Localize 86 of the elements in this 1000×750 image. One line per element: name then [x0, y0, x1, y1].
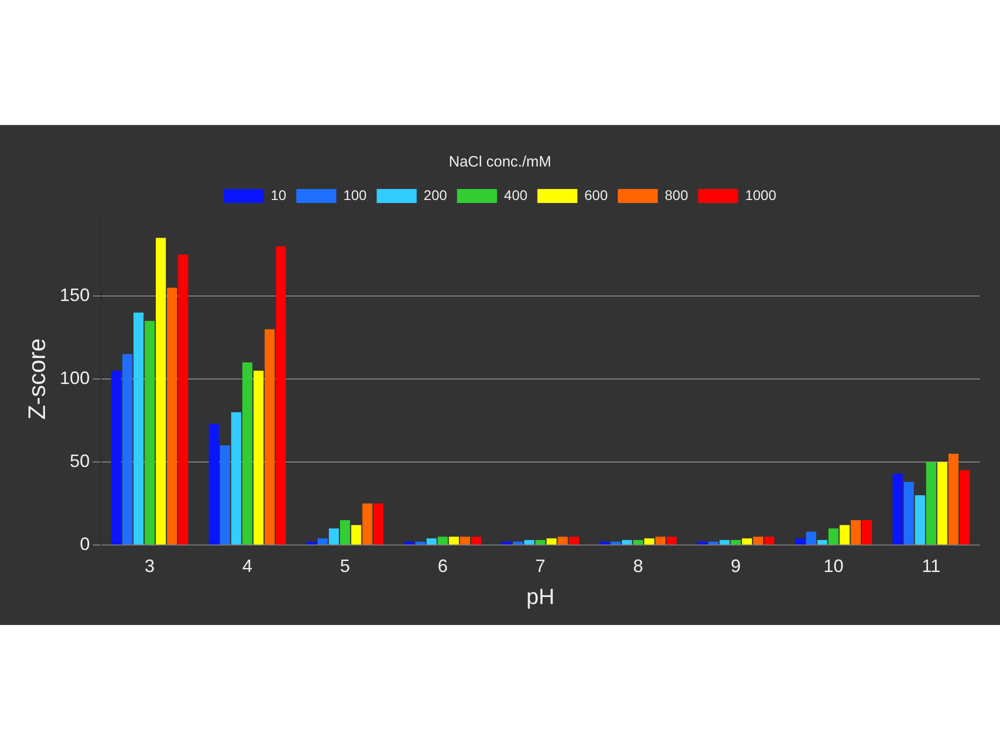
x-tick-label: 5 [340, 556, 350, 576]
legend-label: 400 [504, 186, 528, 203]
bar [764, 536, 774, 544]
x-tick-label: 4 [242, 556, 252, 576]
bar [122, 354, 132, 544]
bar [742, 538, 752, 544]
bar [862, 520, 872, 544]
bar [111, 370, 122, 544]
bar [610, 542, 621, 544]
bar [328, 528, 339, 544]
bar [633, 540, 644, 544]
bar [426, 538, 437, 544]
bar [817, 540, 828, 544]
x-tick-label: 9 [730, 556, 741, 576]
x-tick-label: 3 [144, 556, 155, 576]
x-tick-label: 11 [922, 556, 940, 576]
legend-label: 100 [343, 186, 367, 203]
bar [156, 238, 166, 544]
bar [438, 536, 448, 544]
bar [948, 454, 959, 544]
bar [644, 538, 654, 544]
legend-label: 600 [584, 186, 608, 203]
bar [318, 538, 328, 544]
bar [306, 542, 317, 544]
legend-label: 10 [270, 186, 287, 203]
x-axis-title: pH [526, 584, 554, 609]
bar [460, 536, 470, 544]
bar [720, 540, 730, 544]
bar [404, 542, 414, 544]
bar [242, 362, 252, 544]
bar [133, 312, 144, 544]
bar [850, 520, 861, 544]
bar [600, 542, 610, 544]
bar [697, 542, 708, 544]
y-tick-label: 150 [60, 284, 90, 305]
bar [794, 538, 806, 544]
bar [208, 424, 219, 544]
legend-title: NaCl conc./mM [448, 154, 552, 171]
bar [546, 538, 557, 544]
y-tick-label: 100 [60, 368, 90, 388]
bar [708, 542, 718, 544]
bar [264, 329, 275, 544]
bar [471, 536, 482, 544]
bar [362, 504, 372, 544]
bar [340, 520, 350, 544]
bar [568, 536, 579, 544]
y-tick-label: 0 [80, 534, 90, 554]
legend-label: 1000 [745, 186, 776, 203]
bar [960, 470, 970, 544]
bar [937, 462, 948, 544]
bar [415, 542, 426, 544]
bar [524, 540, 534, 544]
bar [166, 288, 178, 544]
bar [892, 474, 903, 544]
bar [231, 412, 242, 544]
bar [730, 540, 741, 544]
bar [535, 540, 546, 544]
bar [558, 536, 568, 544]
bar [178, 254, 188, 544]
legend-label: 800 [664, 186, 688, 203]
y-axis-title: Z-score [24, 338, 52, 420]
bar [828, 528, 838, 544]
x-tick-label: 8 [633, 556, 644, 576]
bar [144, 320, 155, 544]
bar [926, 462, 936, 544]
x-tick-label: 7 [535, 556, 546, 576]
x-tick-label: 6 [438, 556, 448, 576]
bar [655, 536, 666, 544]
bar [220, 445, 230, 544]
bar [502, 542, 512, 544]
bar [351, 525, 362, 544]
x-tick-label: 10 [823, 556, 844, 576]
bar [276, 246, 286, 544]
bar [840, 525, 850, 544]
bar [448, 536, 459, 544]
bar [513, 542, 524, 544]
bar [622, 540, 632, 544]
bar [806, 532, 816, 544]
bar [666, 536, 677, 544]
y-tick-label: 50 [70, 450, 90, 471]
bar [904, 482, 914, 544]
bar [254, 370, 264, 544]
bar [914, 495, 926, 544]
legend-label: 200 [424, 186, 448, 203]
bar [753, 536, 764, 544]
bar [374, 504, 384, 544]
